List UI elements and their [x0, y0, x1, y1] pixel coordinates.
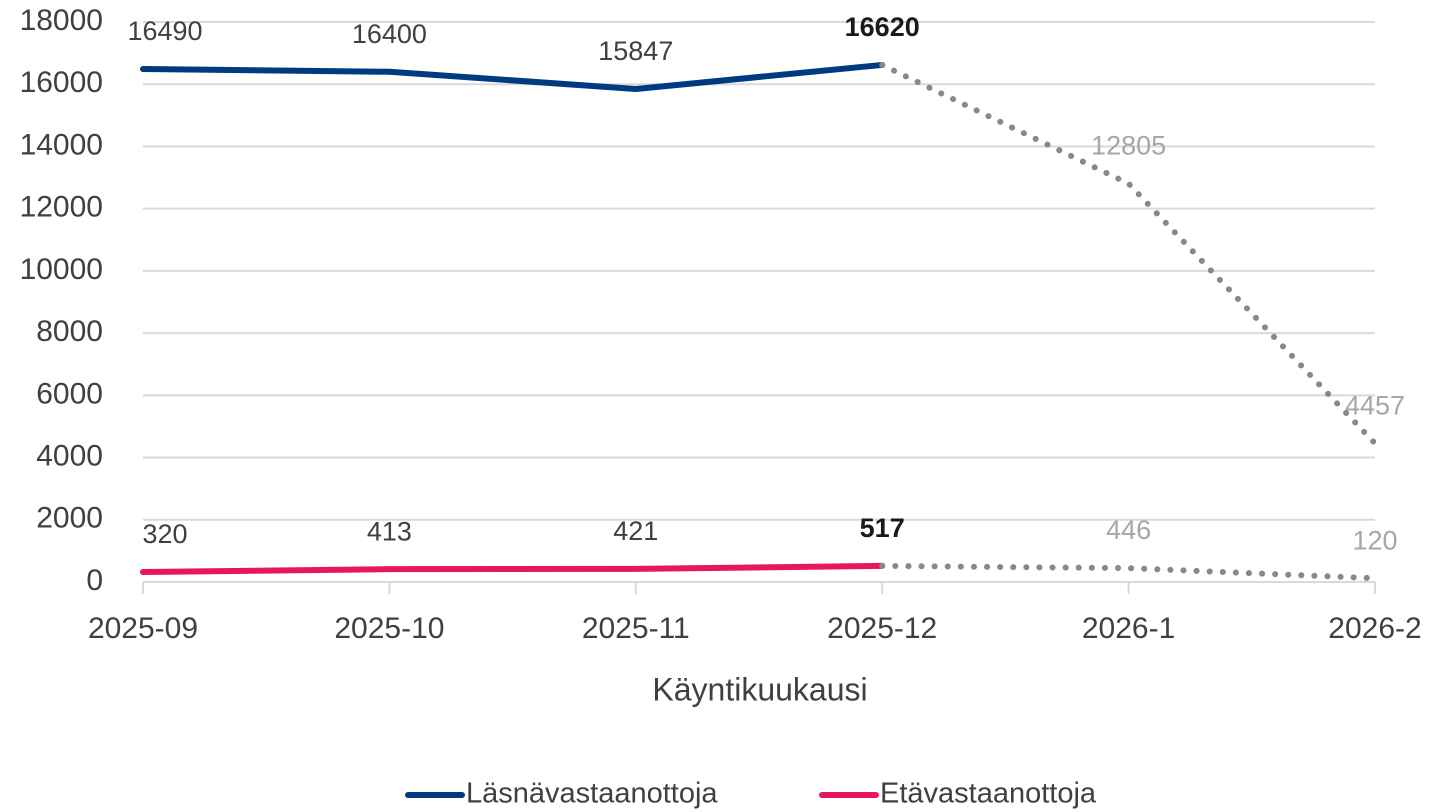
x-tick-label: 2025-09 [88, 612, 198, 645]
line-projection [879, 562, 1378, 582]
legend-label: Etävastaanottoja [880, 778, 1097, 810]
y-tick-label: 0 [86, 564, 103, 597]
data-label: 320 [142, 519, 187, 549]
data-label: 421 [613, 516, 658, 546]
y-tick-label: 14000 [20, 128, 103, 161]
legend-label: Läsnävastaanottoja [466, 778, 718, 810]
y-tick-label: 10000 [20, 253, 103, 286]
y-tick-label: 18000 [20, 4, 103, 37]
line-actual [140, 61, 886, 92]
x-tick-label: 2025-11 [582, 612, 690, 645]
x-axis-title: Käyntikuukausi [652, 671, 867, 707]
y-tick-label: 12000 [20, 191, 103, 224]
data-label: 12805 [1091, 131, 1166, 161]
line-projection [879, 61, 1378, 447]
data-label: 16490 [127, 16, 202, 46]
data-label: 16620 [845, 12, 920, 42]
y-tick-label: 6000 [36, 377, 103, 410]
x-tick-label: 2025-12 [827, 612, 937, 645]
x-tick-label: 2026-2 [1328, 612, 1421, 645]
x-tick-label: 2026-1 [1082, 612, 1175, 645]
data-label: 120 [1352, 525, 1397, 555]
data-label: 413 [367, 516, 412, 546]
data-label: 517 [860, 513, 905, 543]
data-label: 15847 [598, 36, 673, 66]
data-label: 446 [1106, 515, 1151, 545]
data-label: 16400 [352, 19, 427, 49]
y-tick-label: 8000 [36, 315, 103, 348]
y-tick-label: 4000 [36, 439, 103, 472]
data-label: 4457 [1345, 390, 1405, 420]
y-tick-label: 2000 [36, 502, 103, 535]
x-tick-label: 2025-10 [334, 612, 444, 645]
line-actual [140, 562, 886, 576]
y-tick-label: 16000 [20, 66, 103, 99]
